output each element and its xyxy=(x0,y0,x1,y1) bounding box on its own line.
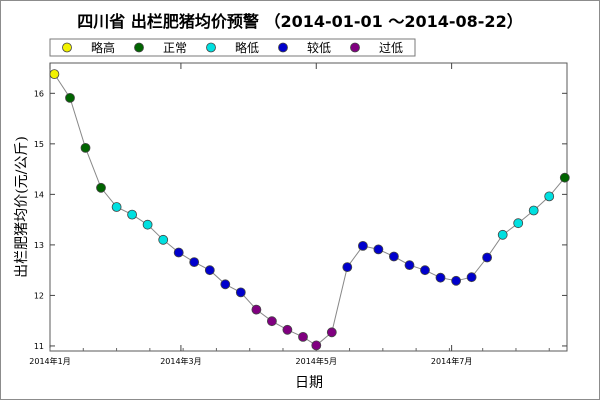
legend-marker xyxy=(62,42,72,53)
data-point xyxy=(388,251,399,262)
price-line xyxy=(53,73,566,347)
data-point xyxy=(435,272,446,283)
legend: 略高 正常 略低 较低 过低 xyxy=(62,40,403,55)
data-point xyxy=(235,287,246,298)
y-tick-label: 16 xyxy=(34,89,44,98)
data-point xyxy=(282,324,293,335)
legend-marker xyxy=(206,42,216,53)
legend-marker xyxy=(350,42,360,53)
data-point xyxy=(357,240,368,251)
data-point xyxy=(513,218,524,229)
data-point xyxy=(111,202,122,212)
data-point xyxy=(142,219,153,230)
y-tick-label: 15 xyxy=(34,140,44,149)
data-point xyxy=(497,229,508,240)
x-tick-label: 2014年1月 xyxy=(29,356,70,366)
x-axis: 2014年1月 2014年3月 2014年5月 2014年7月 xyxy=(29,63,550,366)
legend-label: 较低 xyxy=(307,40,331,55)
x-tick-label: 2014年5月 xyxy=(296,356,337,366)
y-tick-label: 12 xyxy=(34,291,44,300)
data-point xyxy=(559,172,570,183)
legend-label: 过低 xyxy=(379,41,403,55)
data-point xyxy=(158,234,169,245)
data-point xyxy=(251,304,262,315)
data-point xyxy=(266,316,277,327)
data-point xyxy=(49,69,60,79)
data-point xyxy=(482,252,493,263)
data-point xyxy=(420,265,430,276)
y-axis: 11 12 13 14 15 16 xyxy=(34,89,567,351)
data-point xyxy=(220,279,231,290)
x-axis-label: 日期 xyxy=(295,375,323,391)
y-tick-label: 11 xyxy=(34,342,44,351)
x-tick-label: 2014年3月 xyxy=(160,356,201,366)
data-point xyxy=(326,327,337,338)
legend-label: 正常 xyxy=(163,41,187,55)
price-markers xyxy=(49,69,570,351)
data-point xyxy=(404,260,415,271)
legend-marker xyxy=(278,42,288,53)
y-tick-label: 14 xyxy=(34,190,44,199)
x-tick-label: 2014年7月 xyxy=(431,356,472,366)
legend-marker xyxy=(134,42,144,53)
data-point xyxy=(466,272,477,283)
data-point xyxy=(544,191,555,202)
legend-label: 略低 xyxy=(235,40,259,55)
data-point xyxy=(80,142,91,153)
data-point xyxy=(96,182,106,193)
data-point xyxy=(373,244,384,255)
legend-label: 略高 xyxy=(91,40,115,55)
data-point xyxy=(311,340,322,351)
data-point xyxy=(173,247,184,258)
data-point xyxy=(342,262,353,273)
plot-area xyxy=(49,62,568,352)
data-point xyxy=(451,275,462,286)
data-point xyxy=(204,265,215,276)
chart-title: 四川省 出栏肥猪均价预警 （2014-01-01 ～2014-08-22） xyxy=(77,12,522,31)
y-axis-label: 出栏肥猪均价(元/公斤) xyxy=(14,136,30,278)
data-point xyxy=(65,93,75,103)
y-tick-label: 13 xyxy=(34,241,44,250)
data-point xyxy=(298,331,308,342)
data-point xyxy=(528,205,539,216)
data-point xyxy=(127,209,138,220)
data-point xyxy=(189,257,200,268)
